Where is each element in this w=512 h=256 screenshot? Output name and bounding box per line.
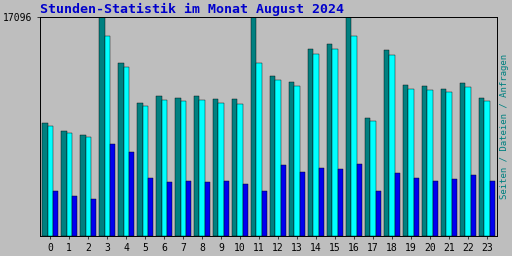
Bar [224,181,229,236]
Bar [72,196,77,236]
Bar [300,172,305,236]
Bar [61,131,67,236]
Bar [489,181,495,236]
Bar [484,101,489,236]
Bar [181,101,186,236]
Bar [275,80,281,236]
Bar [161,100,167,236]
Bar [365,118,370,236]
Bar [395,173,400,236]
Bar [53,191,58,236]
Bar [289,82,294,236]
Bar [446,92,452,236]
Bar [194,96,200,236]
Bar [99,17,104,236]
Bar [403,85,409,236]
Bar [452,179,457,236]
Bar [294,86,300,236]
Bar [213,99,219,236]
Bar [156,96,161,236]
Bar [238,104,243,236]
Text: Stunden-Statistik im Monat August 2024: Stunden-Statistik im Monat August 2024 [40,3,344,16]
Bar [91,198,96,236]
Bar [479,98,484,236]
Bar [219,103,224,236]
Bar [428,90,433,236]
Bar [332,49,338,236]
Bar [422,86,428,236]
Bar [308,49,313,236]
Bar [243,184,248,236]
Bar [270,76,275,236]
Bar [48,126,53,236]
Bar [186,181,191,236]
Bar [433,181,438,236]
Bar [257,63,262,236]
Bar [390,55,395,236]
Bar [110,144,115,236]
Bar [142,106,148,236]
Bar [313,54,319,236]
Bar [414,178,419,236]
Bar [175,98,181,236]
Bar [67,133,72,236]
Bar [167,182,172,236]
Bar [357,164,362,236]
Bar [42,123,48,236]
Bar [205,182,210,236]
Bar [86,137,91,236]
Bar [460,83,465,236]
Bar [346,17,351,236]
Bar [338,169,343,236]
Bar [251,17,257,236]
Y-axis label: Seiten / Dateien / Anfragen: Seiten / Dateien / Anfragen [500,54,509,199]
Bar [262,191,267,236]
Bar [80,135,86,236]
Bar [281,165,286,236]
Bar [465,87,471,236]
Bar [441,89,446,236]
Bar [376,191,381,236]
Bar [148,178,153,236]
Bar [137,103,142,236]
Bar [232,99,238,236]
Bar [319,168,324,236]
Bar [409,89,414,236]
Bar [370,121,376,236]
Bar [351,36,357,236]
Bar [327,44,332,236]
Bar [104,36,110,236]
Bar [471,176,476,236]
Bar [118,63,123,236]
Bar [200,100,205,236]
Bar [123,67,129,236]
Bar [384,50,390,236]
Bar [129,153,134,236]
